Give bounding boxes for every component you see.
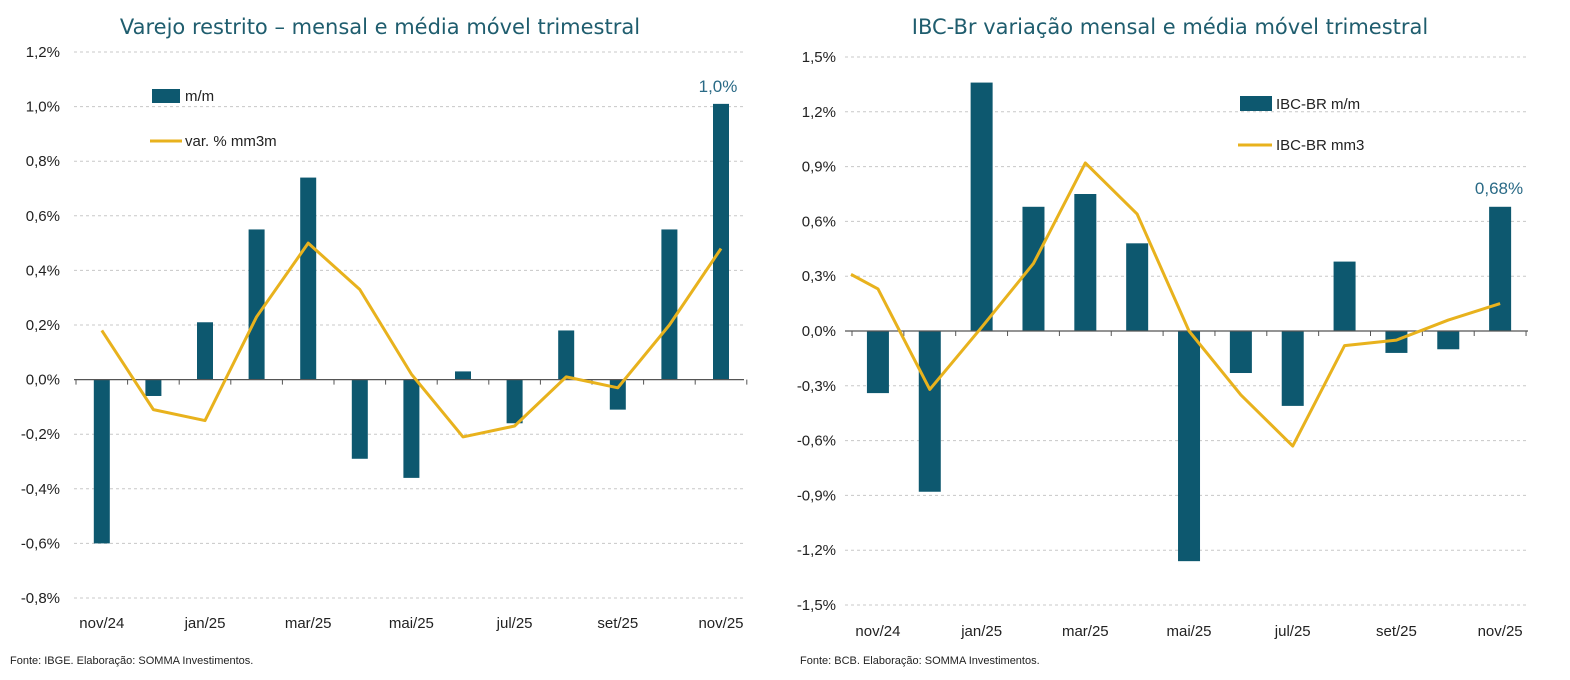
line-series — [850, 161, 1501, 448]
y-tick-label: 0,0% — [26, 372, 60, 389]
x-tick-label: mai/25 — [1167, 623, 1212, 640]
x-tick-label: nov/25 — [1478, 623, 1523, 640]
x-tick-label: nov/25 — [698, 615, 743, 632]
y-tick-label: 0,9% — [802, 159, 836, 176]
data-label-last: 1,0% — [699, 77, 738, 96]
data-label-last: 0,68% — [1475, 179, 1523, 198]
legend-line-label: var. % mm3m — [185, 133, 277, 150]
y-tick-label: 0,0% — [802, 323, 836, 340]
bar-jan/25 — [970, 82, 993, 331]
y-tick-label: 0,4% — [26, 262, 60, 279]
grid-lines — [74, 51, 744, 599]
line-series — [100, 241, 723, 439]
x-tick-label: jul/25 — [496, 615, 533, 632]
y-tick-label: 0,2% — [26, 317, 60, 334]
bar-out/25 — [1437, 331, 1460, 350]
legend: IBC-BR m/m IBC-BR mm3 — [1238, 96, 1364, 154]
bar-out/25 — [661, 229, 678, 380]
bar-jul/25 — [1281, 331, 1304, 406]
bar-abr/25 — [1126, 243, 1149, 331]
x-tick-label: set/25 — [1376, 623, 1417, 640]
x-tick-label: nov/24 — [79, 615, 124, 632]
line-var. % mm3m — [100, 241, 723, 439]
bar-mai/25 — [403, 379, 420, 478]
x-tick-label: jan/25 — [960, 623, 1002, 640]
y-tick-label: -0,6% — [21, 535, 60, 552]
source-note: Fonte: BCB. Elaboração: SOMMA Investimen… — [800, 655, 1040, 667]
x-tick-label: set/25 — [597, 615, 638, 632]
bar-dez/24 — [918, 331, 941, 492]
y-tick-label: -0,2% — [21, 426, 60, 443]
x-axis-ticks: nov/24 jan/25 mar/25 mai/25 jul/25 set/25 nov/… — [79, 615, 743, 632]
line-IBC-BR mm3 — [850, 161, 1501, 448]
y-tick-label: 1,0% — [26, 99, 60, 116]
x-axis-ticks: nov/24 jan/25 mar/25 mai/25 jul/25 set/25 nov/… — [855, 623, 1522, 640]
bar-nov/24 — [93, 379, 110, 544]
y-tick-label: -0,8% — [21, 590, 60, 607]
y-tick-label: -1,5% — [797, 597, 836, 614]
bar-ago/25 — [558, 330, 575, 380]
x-tick-label: mai/25 — [389, 615, 434, 632]
bar-ago/25 — [1333, 261, 1356, 331]
bar-nov/25 — [1489, 206, 1512, 331]
legend: m/m var. % mm3m — [150, 88, 277, 150]
bar-nov/24 — [866, 331, 889, 394]
x-tick-label: jan/25 — [184, 615, 226, 632]
legend-bar-label: m/m — [185, 88, 214, 105]
bar-series — [866, 82, 1512, 562]
bar-jul/25 — [506, 379, 523, 424]
chart-varejo-restrito: Varejo restrito – mensal e média móvel t… — [10, 15, 748, 667]
bar-jan/25 — [197, 322, 213, 380]
legend-bar-label: IBC-BR m/m — [1276, 96, 1360, 113]
x-axis — [74, 379, 748, 385]
legend-bar-swatch — [1240, 96, 1272, 111]
bar-dez/24 — [145, 379, 162, 396]
y-tick-label: -0,6% — [797, 433, 836, 450]
legend-bar-swatch — [152, 89, 180, 103]
y-tick-label: 0,3% — [802, 268, 836, 285]
chart-title: IBC-Br variação mensal e média móvel tri… — [912, 15, 1428, 39]
y-tick-label: 0,6% — [802, 213, 836, 230]
y-tick-label: -0,9% — [797, 487, 836, 504]
y-tick-label: 1,5% — [802, 49, 836, 66]
source-note: Fonte: IBGE. Elaboração: SOMMA Investime… — [10, 655, 253, 667]
x-tick-label: nov/24 — [855, 623, 900, 640]
y-axis-ticks: -1,5% -1,2% -0,9% -0,6% -0,3% 0,0% 0,3% 0,6% 0,9… — [797, 49, 836, 614]
y-tick-label: -1,2% — [797, 542, 836, 559]
bar-mar/25 — [1074, 194, 1097, 331]
bar-jun/25 — [455, 371, 471, 380]
bar-mai/25 — [1178, 331, 1201, 562]
bar-abr/25 — [351, 379, 368, 459]
y-tick-label: 0,8% — [26, 153, 60, 170]
legend-line-label: IBC-BR mm3 — [1276, 137, 1364, 154]
y-tick-label: 0,6% — [26, 208, 60, 225]
chart-title: Varejo restrito – mensal e média móvel t… — [120, 15, 640, 39]
bar-set/25 — [609, 379, 626, 410]
y-tick-label: -0,4% — [21, 481, 60, 498]
bar-mar/25 — [300, 177, 317, 380]
bar-fev/25 — [1022, 206, 1045, 331]
bar-series — [93, 103, 729, 544]
y-tick-label: 1,2% — [802, 104, 836, 121]
bar-jun/25 — [1229, 331, 1252, 374]
y-tick-label: -0,3% — [797, 378, 836, 395]
x-tick-label: mar/25 — [1062, 623, 1109, 640]
x-axis — [845, 330, 1528, 336]
x-tick-label: mar/25 — [285, 615, 332, 632]
x-tick-label: jul/25 — [1274, 623, 1311, 640]
bar-fev/25 — [248, 229, 265, 380]
chart-ibc-br: IBC-Br variação mensal e média móvel tri… — [797, 15, 1528, 667]
y-axis-ticks: -0,8% -0,6% -0,4% -0,2% 0,0% 0,2% 0,4% 0,6% 0,8%… — [21, 44, 60, 607]
y-tick-label: 1,2% — [26, 44, 60, 61]
bar-nov/25 — [713, 103, 729, 380]
